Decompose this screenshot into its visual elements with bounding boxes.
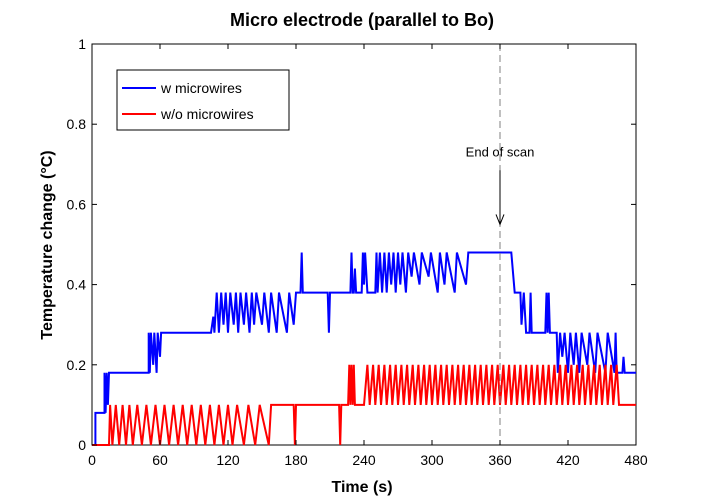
legend: w microwires w/o microwires	[116, 69, 290, 131]
series-line-w-microwires	[92, 251, 636, 446]
x-tick-label: 0	[88, 452, 96, 468]
x-tick-label: 240	[352, 452, 376, 468]
y-tick-label: 0	[78, 437, 86, 453]
y-tick-label: 0.8	[67, 116, 87, 132]
series-layer	[92, 251, 636, 446]
x-tick-label: 420	[556, 452, 580, 468]
series-line-wo-microwires	[92, 364, 636, 446]
y-tick-label: 1	[78, 36, 86, 52]
ticks-layer: 0 60 120 180 240 300 360 420 480 0 0.2 0.4 0.6 0.8 1	[67, 36, 648, 468]
annotation: End of scan	[466, 144, 535, 226]
legend-label-w-microwires: w microwires	[160, 80, 242, 96]
x-tick-label: 120	[216, 452, 240, 468]
y-tick-label: 0.6	[67, 196, 87, 212]
x-tick-label: 480	[624, 452, 648, 468]
legend-box	[116, 69, 290, 131]
x-axis-label: Time (s)	[331, 479, 392, 496]
y-tick-label: 0.2	[67, 357, 87, 373]
x-tick-label: 60	[152, 452, 168, 468]
y-tick-label: 0.4	[67, 277, 87, 293]
chart-title: Micro electrode (parallel to Bo)	[230, 10, 494, 30]
end-of-scan-arrow-head	[495, 214, 505, 226]
x-tick-label: 300	[420, 452, 444, 468]
legend-label-wo-microwires: w/o microwires	[160, 106, 254, 122]
end-of-scan-label: End of scan	[466, 144, 535, 159]
y-axis-label: Temperature change (°C)	[39, 150, 56, 339]
x-tick-label: 180	[284, 452, 308, 468]
x-tick-label: 360	[488, 452, 512, 468]
